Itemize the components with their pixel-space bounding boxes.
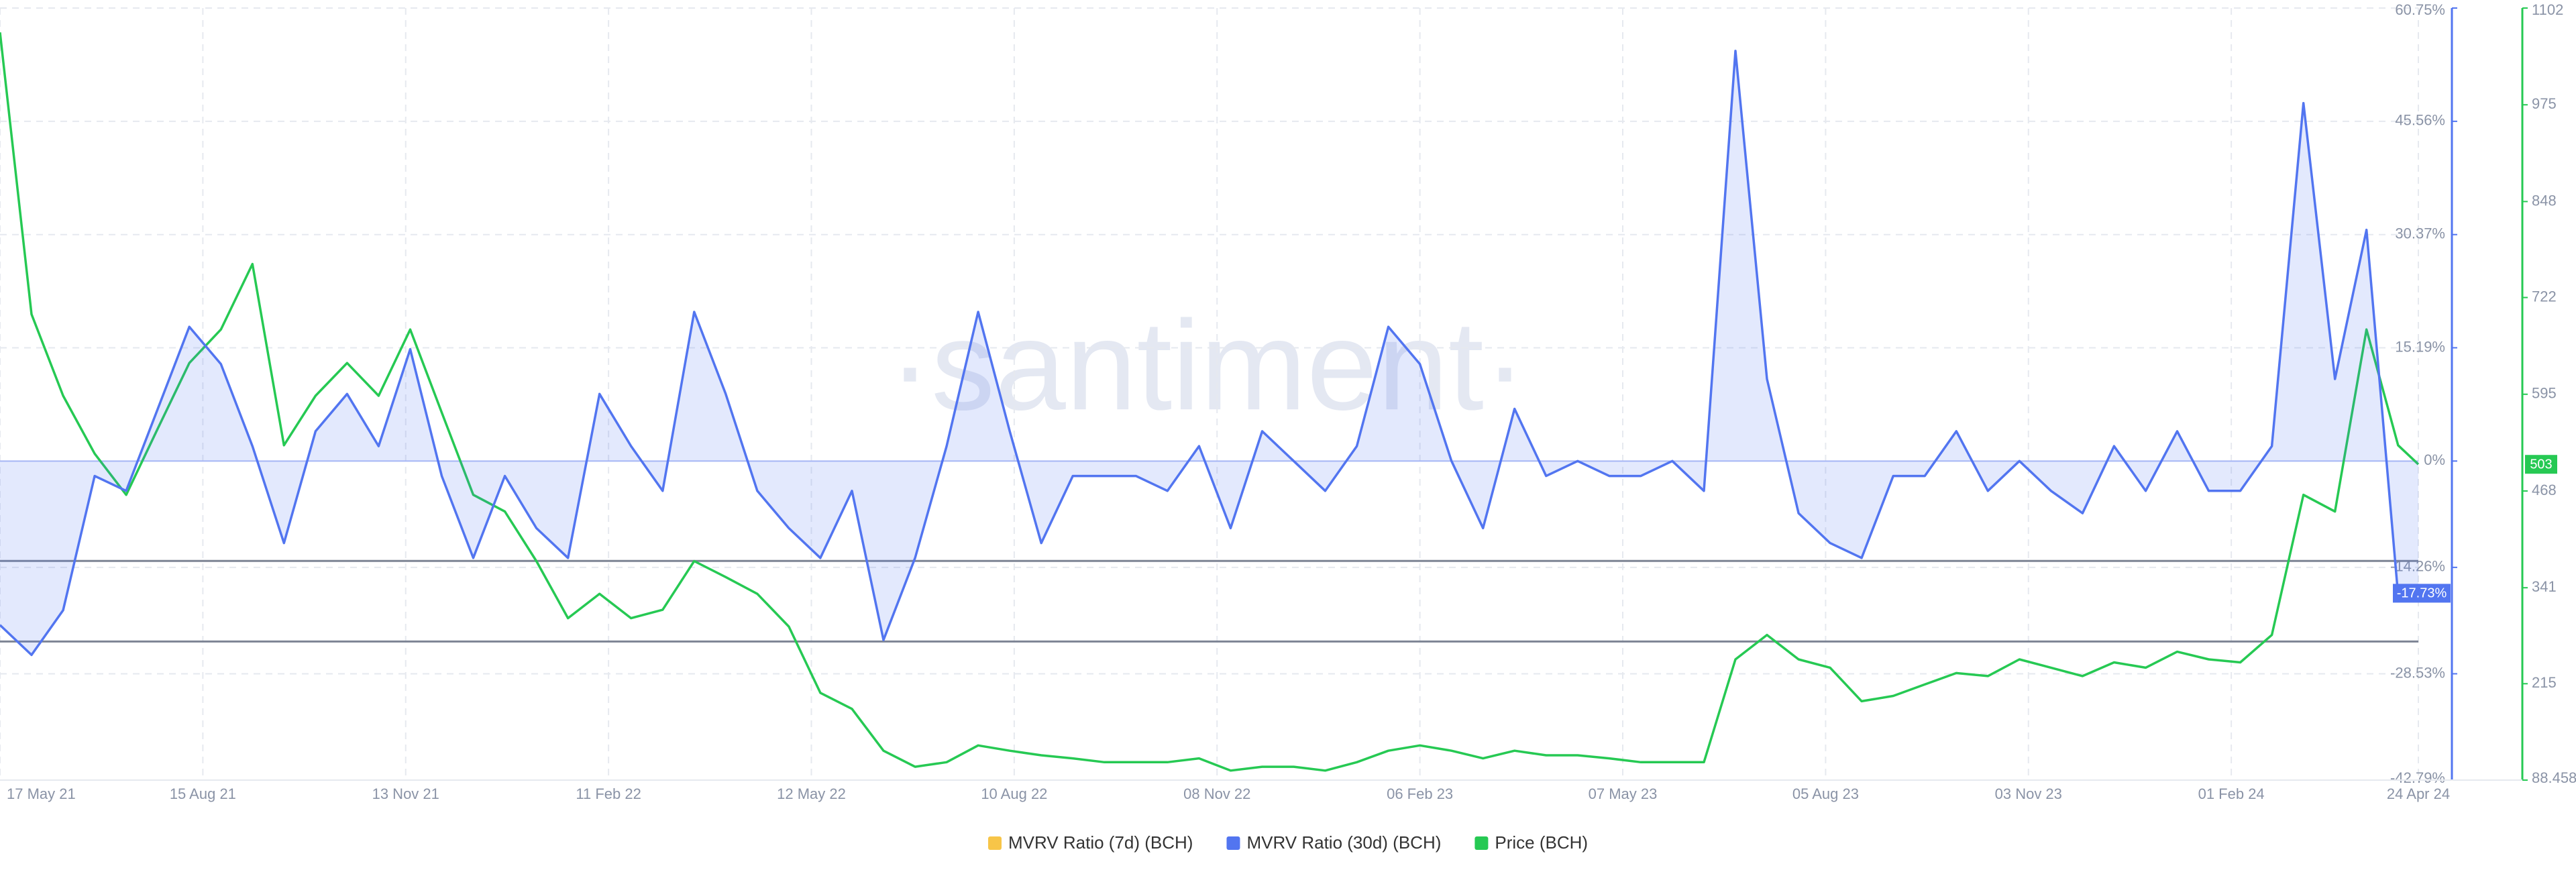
x-tick-label: 17 May 21 bbox=[7, 785, 76, 802]
x-tick-label: 15 Aug 21 bbox=[170, 785, 236, 802]
line bbox=[0, 50, 2419, 657]
x-tick-label: 07 May 23 bbox=[1589, 785, 1658, 802]
legend: MVRV Ratio (7d) (BCH) MVRV Ratio (30d) (B… bbox=[988, 832, 1588, 853]
x-tick-label: 03 Nov 23 bbox=[1995, 785, 2062, 802]
x-tick-label: 12 May 22 bbox=[777, 785, 846, 802]
x-tick-label: 11 Feb 22 bbox=[576, 785, 641, 802]
x-tick-label: 13 Nov 21 bbox=[372, 785, 439, 802]
y2-tick-label: 848 bbox=[2532, 192, 2557, 209]
legend-label: MVRV Ratio (30d) (BCH) bbox=[1246, 832, 1441, 853]
y-tick-label: 60.75% bbox=[2395, 1, 2445, 18]
y-tick-label: 30.37% bbox=[2395, 225, 2445, 242]
y2-tick-label: 88.458 bbox=[2532, 769, 2576, 786]
last-value-badge: 503 bbox=[2525, 455, 2557, 474]
legend-label: MVRV Ratio (7d) (BCH) bbox=[1008, 832, 1193, 853]
y2-tick-label: 215 bbox=[2532, 674, 2557, 691]
badge-label: 503 bbox=[2530, 457, 2552, 472]
y2-tick-label: 341 bbox=[2532, 578, 2557, 595]
y2-tick-label: 722 bbox=[2532, 288, 2557, 305]
legend-swatch bbox=[1474, 836, 1489, 850]
legend-swatch bbox=[988, 836, 1002, 850]
y-tick-label: -28.53% bbox=[2390, 664, 2445, 681]
legend-swatch bbox=[1226, 836, 1240, 850]
x-tick-label: 24 Apr 24 bbox=[2387, 785, 2450, 802]
y2-tick-label: 595 bbox=[2532, 385, 2557, 402]
legend-label: Price (BCH) bbox=[1495, 832, 1588, 853]
y2-tick-label: 1102 bbox=[2532, 1, 2563, 18]
badge-box bbox=[2525, 455, 2557, 474]
y2-tick-label: 468 bbox=[2532, 482, 2557, 498]
x-tick-label: 06 Feb 23 bbox=[1387, 785, 1453, 802]
badge-box bbox=[2393, 584, 2451, 603]
badge-label: -17.73% bbox=[2397, 586, 2447, 601]
y2-tick-label: 975 bbox=[2532, 95, 2557, 112]
area bbox=[0, 50, 2418, 655]
line bbox=[0, 32, 2420, 772]
y-tick-label: 0% bbox=[2424, 451, 2445, 468]
x-tick-label: 05 Aug 23 bbox=[1792, 785, 1859, 802]
y-tick-label: 15.19% bbox=[2395, 338, 2445, 355]
x-tick-label: 10 Aug 22 bbox=[981, 785, 1047, 802]
last-value-badge: -17.73% bbox=[2393, 584, 2451, 603]
y-tick-label: 45.56% bbox=[2395, 112, 2445, 129]
x-tick-label: 08 Nov 22 bbox=[1183, 785, 1250, 802]
y-tick-label: -42.79% bbox=[2390, 769, 2445, 786]
x-tick-label: 01 Feb 24 bbox=[2198, 785, 2265, 802]
